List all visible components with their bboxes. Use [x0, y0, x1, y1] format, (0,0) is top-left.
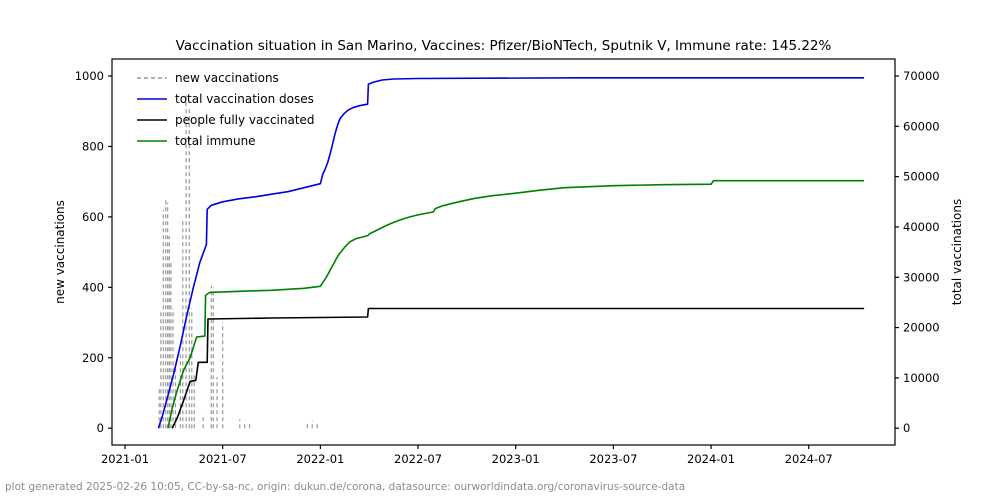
y-right-tick-label: 70000: [903, 69, 940, 83]
y-left-tick-label: 600: [82, 210, 104, 224]
y-left-tick-label: 800: [82, 139, 104, 153]
x-tick-label: 2023-07: [589, 452, 637, 466]
y-left-tick-label: 0: [97, 421, 104, 435]
y-right-axis-label: total vaccinations: [950, 199, 964, 305]
y-left-axis-label: new vaccinations: [53, 200, 67, 304]
y-right-tick-label: 60000: [903, 119, 940, 133]
y-right-tick-label: 20000: [903, 321, 940, 335]
chart-canvas: 0200400600800100001000020000300004000050…: [0, 0, 1000, 472]
legend-label-new-vaccinations: new vaccinations: [175, 71, 279, 85]
vaccination-chart: Vaccination situation in San Marino, Vac…: [0, 0, 1000, 472]
y-left-tick-label: 200: [82, 351, 104, 365]
x-tick-label: 2024-07: [785, 452, 833, 466]
y-right-tick-label: 50000: [903, 170, 940, 184]
x-tick-label: 2024-01: [687, 452, 735, 466]
y-left-tick-label: 400: [82, 280, 104, 294]
footer-credits: plot generated 2025-02-26 10:05, CC-by-s…: [5, 481, 686, 493]
series-total-vaccination-doses-line: [157, 77, 865, 429]
axes-border: [111, 58, 896, 446]
legend-label-total-vaccination-doses: total vaccination doses: [175, 92, 314, 106]
y-left-tick-label: 1000: [75, 69, 104, 83]
x-tick-label: 2022-01: [296, 452, 344, 466]
plot-background: [0, 0, 1000, 472]
chart-title: Vaccination situation in San Marino, Vac…: [175, 38, 832, 54]
series-total-immune-line: [167, 179, 865, 429]
series-people-fully-vaccinated-line: [171, 307, 865, 429]
legend-label-total-immune: total immune: [175, 134, 256, 148]
x-tick-label: 2021-07: [199, 452, 247, 466]
y-right-tick-label: 0: [903, 421, 910, 435]
y-right-tick-label: 10000: [903, 371, 940, 385]
y-right-tick-label: 40000: [903, 220, 940, 234]
y-right-tick-label: 30000: [903, 270, 940, 284]
x-tick-label: 2021-01: [101, 452, 149, 466]
legend-label-people-fully-vaccinated: people fully vaccinated: [175, 113, 315, 127]
x-tick-label: 2023-01: [492, 452, 540, 466]
x-tick-label: 2022-07: [394, 452, 442, 466]
